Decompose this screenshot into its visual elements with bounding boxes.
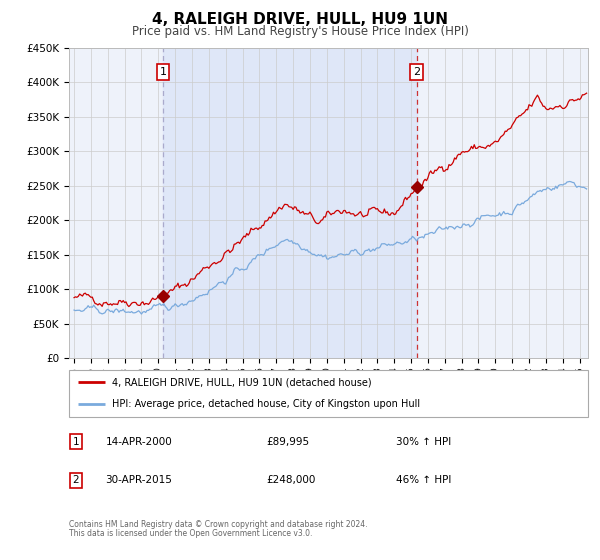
Text: £89,995: £89,995: [266, 437, 310, 447]
Text: 14-APR-2000: 14-APR-2000: [106, 437, 172, 447]
Text: This data is licensed under the Open Government Licence v3.0.: This data is licensed under the Open Gov…: [69, 529, 313, 538]
Text: 1: 1: [73, 437, 79, 447]
Text: Contains HM Land Registry data © Crown copyright and database right 2024.: Contains HM Land Registry data © Crown c…: [69, 520, 367, 529]
Text: Price paid vs. HM Land Registry's House Price Index (HPI): Price paid vs. HM Land Registry's House …: [131, 25, 469, 38]
Text: 2: 2: [413, 67, 420, 77]
Text: 30% ↑ HPI: 30% ↑ HPI: [396, 437, 451, 447]
Text: 2: 2: [73, 475, 79, 485]
Text: 1: 1: [160, 67, 167, 77]
FancyBboxPatch shape: [69, 370, 588, 417]
Text: HPI: Average price, detached house, City of Kingston upon Hull: HPI: Average price, detached house, City…: [112, 399, 419, 409]
Text: 30-APR-2015: 30-APR-2015: [106, 475, 172, 485]
Text: 4, RALEIGH DRIVE, HULL, HU9 1UN: 4, RALEIGH DRIVE, HULL, HU9 1UN: [152, 12, 448, 27]
Text: 46% ↑ HPI: 46% ↑ HPI: [396, 475, 451, 485]
Bar: [163, 48, 416, 358]
Text: 4, RALEIGH DRIVE, HULL, HU9 1UN (detached house): 4, RALEIGH DRIVE, HULL, HU9 1UN (detache…: [112, 377, 371, 388]
Text: £248,000: £248,000: [266, 475, 316, 485]
